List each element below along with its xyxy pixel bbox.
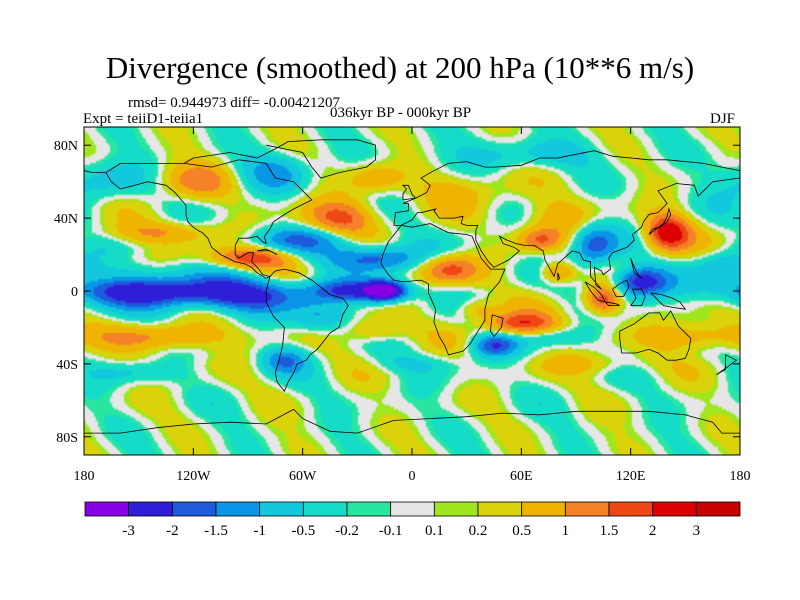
- coastline: [489, 314, 504, 338]
- period-label: 036kyr BP - 000kyr BP: [330, 105, 472, 121]
- colorbar-label: -0.2: [335, 523, 359, 539]
- coastline: [557, 272, 561, 282]
- lon-tick-label: 60E: [510, 469, 533, 484]
- coastline: [84, 408, 740, 434]
- experiment-label: Expt = teiiD1-teiia1: [83, 111, 204, 127]
- colorbar: -3 -2 -1.5 -1 -0.5 -0.2 -0.1 0.1 0.2 0.5 1 1.5 2 3: [84, 501, 741, 539]
- coastline: [380, 223, 506, 356]
- axis-ticks: 80N 40N 0 40S 80S 180 120W 60W 0 60E 120E 180: [54, 127, 751, 484]
- lon-tick-label: 0: [409, 469, 416, 484]
- coastline: [393, 150, 740, 226]
- lon-tick-label: 120W: [176, 469, 211, 484]
- lat-tick-label: 80N: [54, 139, 78, 154]
- colorbar-swatch: [652, 501, 697, 517]
- coastline: [265, 268, 349, 392]
- lon-tick-label: 180: [74, 469, 95, 484]
- lat-tick-label: 40S: [56, 358, 78, 373]
- colorbar-swatch: [390, 501, 435, 517]
- colorbar-swatch: [346, 501, 392, 517]
- colorbar-label: 3: [693, 523, 701, 539]
- lon-tick-label: 120E: [616, 469, 646, 484]
- coastline: [630, 258, 642, 279]
- colorbar-swatch: [302, 501, 348, 517]
- colorbar-swatch: [171, 501, 217, 517]
- field-layer: [84, 127, 740, 455]
- colorbar-label: 0.2: [469, 523, 488, 539]
- colorbar-label: -0.1: [379, 523, 403, 539]
- coastline: [619, 310, 692, 361]
- lon-tick-label: 180: [730, 469, 751, 484]
- coastline-layer: [84, 139, 740, 434]
- coastline: [612, 279, 630, 297]
- colorbar-swatch: [608, 501, 654, 517]
- coastline: [105, 159, 313, 279]
- colorbar-label: -1.5: [204, 523, 228, 539]
- coastline: [604, 301, 620, 306]
- coastline: [393, 177, 740, 290]
- colorbar-swatch: [695, 501, 741, 517]
- coastline: [257, 248, 278, 255]
- coastline: [84, 170, 106, 173]
- colorbar-swatch: [215, 501, 261, 517]
- colorbar-swatch: [259, 501, 304, 517]
- colorbar-swatch: [433, 501, 479, 517]
- colorbar-label: -0.5: [291, 523, 315, 539]
- chart-title: Divergence (smoothed) at 200 hPa (10**6 …: [105, 50, 695, 85]
- coastline: [183, 139, 376, 179]
- stats-label: rmsd= 0.944973 diff= -0.00421207: [128, 95, 341, 111]
- colorbar-label: 1: [562, 523, 570, 539]
- lat-tick-label: 40N: [54, 212, 78, 227]
- colorbar-swatch: [521, 501, 566, 517]
- colorbar-label: 0.5: [512, 523, 531, 539]
- colorbar-label: -1: [253, 523, 266, 539]
- lon-tick-label: 60W: [289, 469, 317, 484]
- colorbar-swatch: [84, 501, 130, 517]
- colorbar-swatch: [564, 501, 610, 517]
- coastline: [650, 292, 687, 310]
- divergence-field: [84, 127, 740, 455]
- coastline: [630, 288, 646, 306]
- lat-tick-label: 0: [71, 285, 78, 300]
- colorbar-swatch: [128, 501, 173, 517]
- coastline: [716, 354, 738, 376]
- colorbar-label: 0.1: [425, 523, 444, 539]
- colorbar-label: 2: [649, 523, 657, 539]
- colorbar-swatch: [477, 501, 523, 517]
- lat-tick-label: 80S: [56, 431, 78, 446]
- coastline: [401, 184, 417, 201]
- coastline: [648, 207, 672, 235]
- season-label: DJF: [710, 111, 736, 127]
- colorbar-label: 1.5: [600, 523, 619, 539]
- colorbar-label: -2: [166, 523, 179, 539]
- colorbar-label: -3: [122, 523, 135, 539]
